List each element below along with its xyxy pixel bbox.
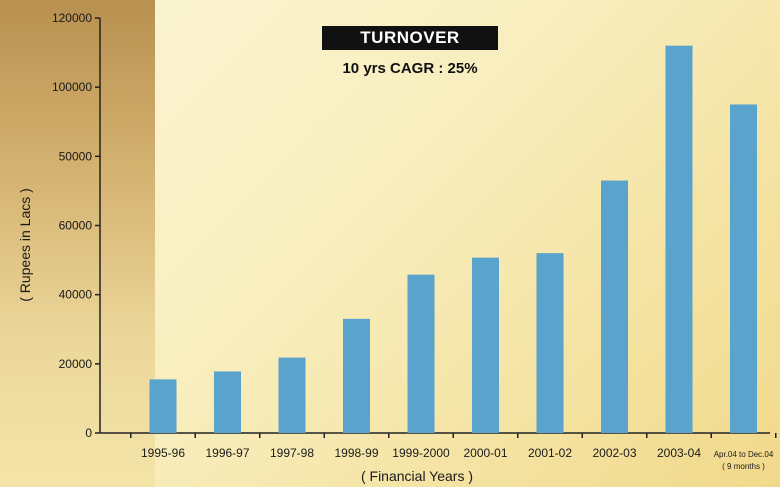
bar xyxy=(214,371,241,433)
y-tick-label: 60000 xyxy=(59,219,93,233)
y-axis: 0 20000 40000 60000 50000 100000 120000 xyxy=(52,11,101,440)
y-tick-label: 120000 xyxy=(52,11,92,25)
y-tick-label: 20000 xyxy=(59,357,93,371)
y-tick-label: 50000 xyxy=(59,149,93,163)
x-tick-label: 2000-01 xyxy=(463,446,507,460)
x-tick-label: 2001-02 xyxy=(528,446,572,460)
y-tick-label: 40000 xyxy=(59,288,93,302)
bar xyxy=(278,357,306,433)
x-tick-label: 1999-2000 xyxy=(392,446,450,460)
y-tick-label: 100000 xyxy=(52,80,92,94)
x-tick-label: 1995-96 xyxy=(141,446,185,460)
x-tick-label: 1998-99 xyxy=(334,446,378,460)
bar xyxy=(407,274,435,433)
bar xyxy=(472,257,499,433)
bar xyxy=(343,318,370,433)
chart-subtitle: 10 yrs CAGR : 25% xyxy=(342,60,478,77)
x-axis-title: ( Financial Years ) xyxy=(361,468,473,484)
bars xyxy=(149,45,757,434)
left-decorative-band xyxy=(0,0,155,487)
x-tick-label: Apr.04 to Dec.04 xyxy=(714,450,774,459)
x-axis xyxy=(100,432,777,438)
bar xyxy=(601,180,628,433)
x-tick-label: 2002-03 xyxy=(592,446,636,460)
x-tick-label: 2003-04 xyxy=(657,446,701,460)
chart-title: TURNOVER xyxy=(322,26,498,50)
bar xyxy=(665,45,693,434)
x-tick-label: 1996-97 xyxy=(205,446,249,460)
bar xyxy=(149,379,177,433)
bar xyxy=(536,253,564,433)
y-tick-label: 0 xyxy=(85,426,92,440)
category-labels: 1995-96 1996-97 1997-98 1998-99 1999-2000 200… xyxy=(141,446,774,471)
x-tick-sublabel: ( 9 months ) xyxy=(722,462,765,471)
bar xyxy=(730,104,757,433)
y-axis-title: ( Rupees in Lacs ) xyxy=(17,188,33,302)
x-tick-label: 1997-98 xyxy=(270,446,314,460)
